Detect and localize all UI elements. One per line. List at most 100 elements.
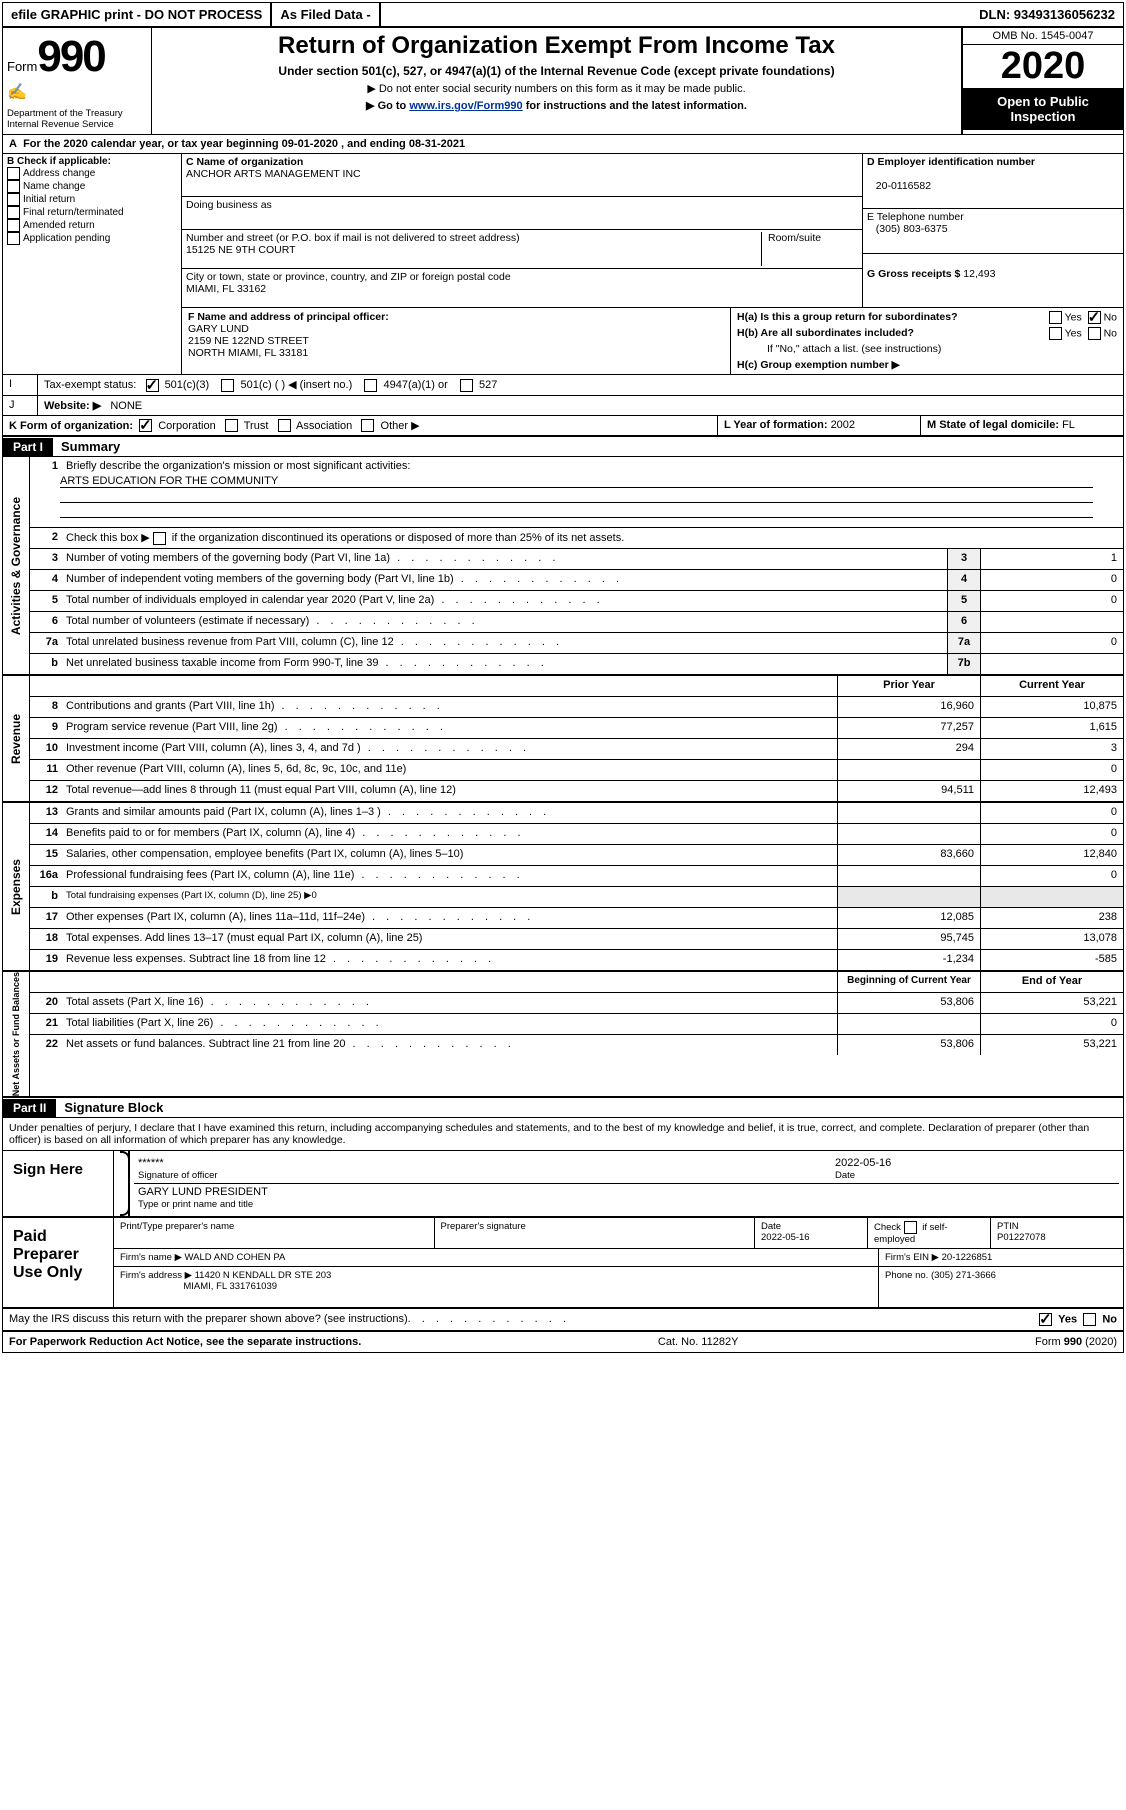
addr-change-check[interactable] (7, 167, 20, 180)
klm-row: K Form of organization: Corporation Trus… (3, 416, 1123, 438)
irs-link[interactable]: www.irs.gov/Form990 (409, 100, 522, 112)
c-label: C Name of organization (186, 156, 303, 168)
k-corp-check[interactable] (139, 419, 152, 432)
col-current-year: Current Year (980, 676, 1123, 696)
top-right: DLN: 93493136056232 (971, 3, 1123, 26)
state-domicile: FL (1062, 419, 1075, 431)
form-note1: ▶ Do not enter social security numbers o… (156, 82, 957, 95)
sign-here-label: Sign Here (3, 1151, 114, 1216)
ha-yes-check[interactable] (1049, 311, 1062, 324)
col-end-year: End of Year (980, 972, 1123, 992)
org-name: ANCHOR ARTS MANAGEMENT INC (186, 168, 361, 180)
sig-date: 2022-05-16 (835, 1157, 891, 1169)
paid-preparer-label: Paid Preparer Use Only (3, 1218, 114, 1307)
dept-1: Department of the Treasury (7, 108, 147, 119)
addr-value: 15125 NE 9TH COURT (186, 244, 296, 256)
firm-addr1: 11420 N KENDALL DR STE 203 (195, 1270, 332, 1281)
open-inspection: Open to Public Inspection (963, 88, 1123, 130)
addr-label: Number and street (or P.O. box if mail i… (186, 232, 520, 244)
discuss-no-check[interactable] (1083, 1313, 1096, 1326)
footer-mid: Cat. No. 11282Y (658, 1336, 739, 1348)
expenses-section: Expenses 13Grants and similar amounts pa… (3, 803, 1123, 972)
form-number: Form 990 (7, 32, 147, 82)
firm-addr2: MIAMI, FL 331761039 (183, 1281, 277, 1292)
l3-desc: Number of voting members of the governin… (66, 552, 390, 564)
i-501c-check[interactable] (221, 379, 234, 392)
g-label: G Gross receipts $ (867, 268, 963, 280)
header: Form 990 ✍ Department of the Treasury In… (3, 28, 1123, 135)
self-employed-check[interactable] (904, 1221, 917, 1234)
name-change-check[interactable] (7, 180, 20, 193)
top-bar: efile GRAPHIC print - DO NOT PROCESS As … (3, 3, 1123, 28)
amended-return-check[interactable] (7, 219, 20, 232)
firm-phone: (305) 271-3666 (931, 1270, 996, 1281)
sign-here-section: Sign Here ******Signature of officer 202… (3, 1151, 1123, 1218)
l6-desc: Total number of volunteers (estimate if … (66, 615, 309, 627)
l3-val: 1 (980, 549, 1123, 569)
footer-right: Form 990 (2020) (1035, 1336, 1117, 1348)
omb-no: OMB No. 1545-0047 (963, 28, 1123, 45)
l2-check[interactable] (153, 532, 166, 545)
form-subtitle: Under section 501(c), 527, or 4947(a)(1)… (156, 64, 957, 78)
hb-no-check[interactable] (1088, 327, 1101, 340)
footer-left: For Paperwork Reduction Act Notice, see … (9, 1336, 361, 1348)
hb-label: H(b) Are all subordinates included? (737, 327, 914, 339)
hc-label: H(c) Group exemption number ▶ (737, 359, 1117, 371)
sig-stars: ****** (138, 1157, 164, 1169)
officer-name: GARY LUND (188, 323, 249, 335)
i-4947-check[interactable] (364, 379, 377, 392)
revenue-section: Revenue Prior YearCurrent Year 8Contribu… (3, 676, 1123, 803)
paid-preparer-section: Paid Preparer Use Only Print/Type prepar… (3, 1218, 1123, 1309)
ha-label: H(a) Is this a group return for subordin… (737, 311, 958, 323)
perjury-text: Under penalties of perjury, I declare th… (3, 1118, 1123, 1151)
initial-return-check[interactable] (7, 193, 20, 206)
l4-desc: Number of independent voting members of … (66, 573, 454, 585)
h-note: If "No," attach a list. (see instruction… (737, 343, 1117, 355)
prep-name-label: Print/Type preparer's name (114, 1218, 435, 1248)
k-assoc-check[interactable] (278, 419, 291, 432)
col-begin-year: Beginning of Current Year (837, 972, 980, 992)
e-label: E Telephone number (867, 211, 964, 223)
phone-value: (305) 803-6375 (876, 223, 948, 235)
form-title: Return of Organization Exempt From Incom… (156, 32, 957, 60)
year-formation: 2002 (831, 419, 855, 431)
k-other-check[interactable] (361, 419, 374, 432)
fh-row: F Name and address of principal officer:… (3, 308, 1123, 375)
discuss-yes-check[interactable] (1039, 1313, 1052, 1326)
l-label: L Year of formation: (724, 419, 831, 431)
i-label: Tax-exempt status: (44, 379, 136, 391)
k-label: K Form of organization: (9, 420, 133, 432)
room-label: Room/suite (768, 232, 821, 244)
city-label: City or town, state or province, country… (186, 271, 511, 283)
website-value: NONE (110, 400, 142, 412)
b-checklist: B Check if applicable: Address change Na… (3, 154, 182, 308)
l4-val: 0 (980, 570, 1123, 590)
city-value: MIAMI, FL 33162 (186, 283, 266, 295)
i-501c3-check[interactable] (146, 379, 159, 392)
bcd-block: B Check if applicable: Address change Na… (3, 154, 1123, 308)
footer: For Paperwork Reduction Act Notice, see … (3, 1332, 1123, 1352)
application-pending-check[interactable] (7, 232, 20, 245)
ha-no-check[interactable] (1088, 311, 1101, 324)
m-label: M State of legal domicile: (927, 419, 1062, 431)
prep-sig-label: Preparer's signature (435, 1218, 756, 1248)
firm-ein: 20-1226851 (942, 1252, 993, 1263)
ptin-value: P01227078 (997, 1232, 1046, 1243)
calendar-year-row: A For the 2020 calendar year, or tax yea… (3, 135, 1123, 154)
i-527-check[interactable] (460, 379, 473, 392)
i-row: I Tax-exempt status: 501(c)(3) 501(c) ( … (3, 375, 1123, 396)
tax-year: 2020 (963, 45, 1123, 88)
hb-yes-check[interactable] (1049, 327, 1062, 340)
part2-header: Part II Signature Block (3, 1098, 1123, 1118)
k-trust-check[interactable] (225, 419, 238, 432)
l7a-val: 0 (980, 633, 1123, 653)
final-return-check[interactable] (7, 206, 20, 219)
l7b-val (980, 654, 1123, 674)
dept-2: Internal Revenue Service (7, 119, 147, 130)
l5-val: 0 (980, 591, 1123, 611)
officer-addr1: 2159 NE 122ND STREET (188, 335, 309, 347)
col-prior-year: Prior Year (837, 676, 980, 696)
officer-name-title: GARY LUND PRESIDENT (138, 1186, 268, 1198)
top-mid: As Filed Data - (272, 3, 380, 26)
l6-val (980, 612, 1123, 632)
